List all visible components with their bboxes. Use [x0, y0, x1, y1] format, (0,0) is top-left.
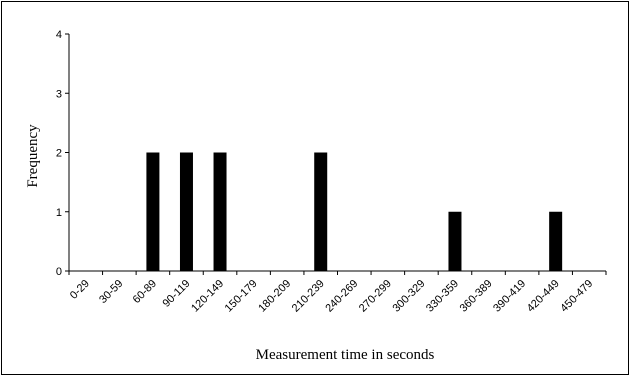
x-tick-label: 60-89: [131, 278, 159, 306]
y-tick-label: 2: [56, 148, 62, 160]
bars-group: [146, 152, 563, 271]
x-tick-label: 0-29: [68, 278, 92, 302]
x-tick-label: 270-299: [357, 278, 394, 315]
x-tick-label: 150-179: [223, 278, 260, 315]
x-tick-label: 240-269: [323, 278, 360, 315]
x-tick-label: 180-209: [256, 278, 293, 315]
x-tick-label: 450-479: [558, 278, 595, 315]
bar: [179, 152, 193, 271]
bar: [314, 152, 328, 271]
x-tick-label: 360-389: [458, 278, 495, 315]
x-tick-label: 120-149: [189, 278, 226, 315]
x-tick-label: 390-419: [491, 278, 528, 315]
bar: [146, 152, 160, 271]
y-tick-label: 0: [56, 266, 62, 278]
x-ticks-group: 0-29 30-59 60-89 90-119120-149150-179180-20…: [68, 271, 607, 315]
x-axis-title: Measurement time in seconds: [256, 347, 435, 363]
y-tick-label: 4: [56, 29, 62, 41]
x-tick-label: 210-239: [290, 278, 327, 315]
y-axis-title: Frequency: [25, 124, 41, 188]
bar: [213, 152, 227, 271]
y-tick-label: 3: [56, 88, 62, 100]
x-tick-label: 330-359: [424, 278, 461, 315]
x-tick-label: 30-59: [97, 278, 125, 306]
x-tick-label: 420-449: [525, 278, 562, 315]
y-ticks-group: 0 1 2 3 4: [56, 29, 69, 278]
bar: [448, 211, 462, 271]
y-tick-label: 1: [56, 207, 62, 219]
bar: [549, 211, 563, 271]
x-tick-label: 90-119: [160, 278, 192, 310]
x-tick-label: 300-329: [390, 278, 427, 315]
